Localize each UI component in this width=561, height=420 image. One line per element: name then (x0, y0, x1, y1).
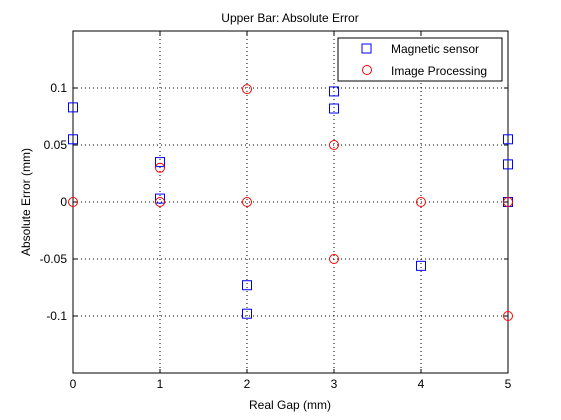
image-processing-point (329, 254, 339, 264)
y-tick-label: 0.05 (44, 138, 68, 152)
y-axis-label: Absolute Error (mm) (19, 148, 33, 256)
image-processing-point (503, 311, 513, 321)
magnetic-sensor-point (242, 308, 252, 319)
axis-ticks (72, 31, 509, 373)
magnetic-sensor-point (329, 103, 339, 114)
y-tick-label: -0.1 (46, 309, 67, 323)
x-tick-label: 0 (70, 377, 77, 391)
image-processing-point (242, 197, 252, 207)
magnetic-sensor-point (68, 102, 78, 113)
legend: Magnetic sensor Image Processing (337, 37, 503, 82)
chart-title: Upper Bar: Absolute Error (221, 11, 358, 25)
legend-label-image-processing: Image Processing (391, 64, 487, 78)
magnetic-sensor-point (155, 157, 165, 168)
x-tick-label: 4 (418, 377, 425, 391)
image-processing-point (329, 140, 339, 150)
x-tick-label: 5 (505, 377, 512, 391)
magnetic-sensor-point (416, 260, 426, 271)
magnetic-sensor-point (503, 134, 513, 145)
magnetic-sensor-point (242, 280, 252, 291)
x-tick-label: 1 (157, 377, 164, 391)
image-processing-point (242, 84, 252, 95)
legend-marker-image-processing (362, 65, 372, 75)
y-tick-label: 0.1 (50, 81, 67, 95)
x-axis-label: Real Gap (mm) (249, 398, 331, 412)
legend-marker-magnetic-sensor (361, 43, 372, 54)
image-processing-point (68, 197, 78, 207)
magnetic-sensor-point (329, 86, 339, 97)
magnetic-sensor-point (68, 134, 78, 145)
x-tick-label: 2 (244, 377, 251, 391)
image-processing-point (155, 197, 165, 207)
x-tick-label: 3 (331, 377, 338, 391)
y-tick-label: -0.05 (40, 252, 68, 266)
magnetic-sensor-point (503, 159, 513, 170)
legend-label-magnetic-sensor: Magnetic sensor (391, 42, 479, 56)
grid-lines (73, 31, 508, 373)
x-tick-labels: 0 1 2 3 4 5 (70, 377, 512, 391)
y-tick-labels: -0.1 -0.05 0 0.05 0.1 (40, 81, 68, 323)
magnetic-sensor-point (155, 193, 165, 204)
image-processing-point (416, 197, 426, 207)
image-processing-point (155, 162, 165, 173)
data-points (68, 84, 513, 321)
image-processing-point (503, 197, 513, 207)
y-tick-label: 0 (60, 195, 67, 209)
plot-area (72, 30, 509, 374)
